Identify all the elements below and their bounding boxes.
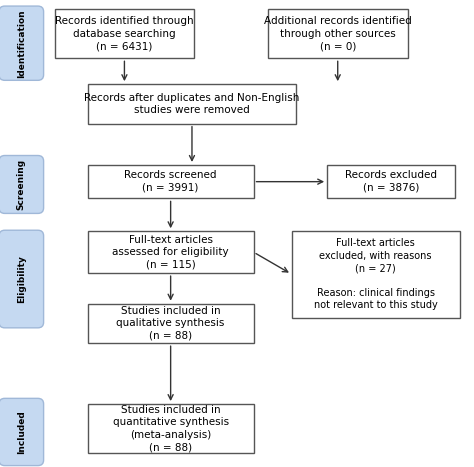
FancyBboxPatch shape bbox=[0, 398, 44, 466]
FancyBboxPatch shape bbox=[0, 6, 44, 80]
FancyBboxPatch shape bbox=[55, 9, 194, 58]
FancyBboxPatch shape bbox=[88, 231, 254, 273]
Text: Records after duplicates and Non-English
studies were removed: Records after duplicates and Non-English… bbox=[84, 93, 300, 115]
FancyBboxPatch shape bbox=[88, 165, 254, 198]
Text: Eligibility: Eligibility bbox=[17, 255, 26, 303]
Text: Included: Included bbox=[17, 410, 26, 454]
Text: Additional records identified
through other sources
(n = 0): Additional records identified through ot… bbox=[264, 16, 411, 51]
Text: Records identified through
database searching
(n = 6431): Records identified through database sear… bbox=[55, 16, 194, 51]
FancyBboxPatch shape bbox=[0, 230, 44, 328]
FancyBboxPatch shape bbox=[327, 165, 455, 198]
Text: Identification: Identification bbox=[17, 9, 26, 78]
Text: Records excluded
(n = 3876): Records excluded (n = 3876) bbox=[345, 170, 437, 193]
FancyBboxPatch shape bbox=[268, 9, 408, 58]
Text: Studies included in
quantitative synthesis
(meta-analysis)
(n = 88): Studies included in quantitative synthes… bbox=[113, 405, 228, 452]
Text: Studies included in
qualitative synthesis
(n = 88): Studies included in qualitative synthesi… bbox=[117, 306, 225, 341]
Text: Screening: Screening bbox=[17, 159, 26, 210]
FancyBboxPatch shape bbox=[88, 404, 254, 453]
FancyBboxPatch shape bbox=[292, 231, 460, 318]
Text: Records screened
(n = 3991): Records screened (n = 3991) bbox=[124, 170, 217, 193]
Text: Full-text articles
assessed for eligibility
(n = 115): Full-text articles assessed for eligibil… bbox=[112, 235, 229, 269]
FancyBboxPatch shape bbox=[88, 84, 296, 124]
Text: Full-text articles
excluded, with reasons
(n = 27)

Reason: clinical findings
no: Full-text articles excluded, with reason… bbox=[314, 238, 438, 311]
FancyBboxPatch shape bbox=[88, 304, 254, 343]
FancyBboxPatch shape bbox=[0, 156, 44, 213]
